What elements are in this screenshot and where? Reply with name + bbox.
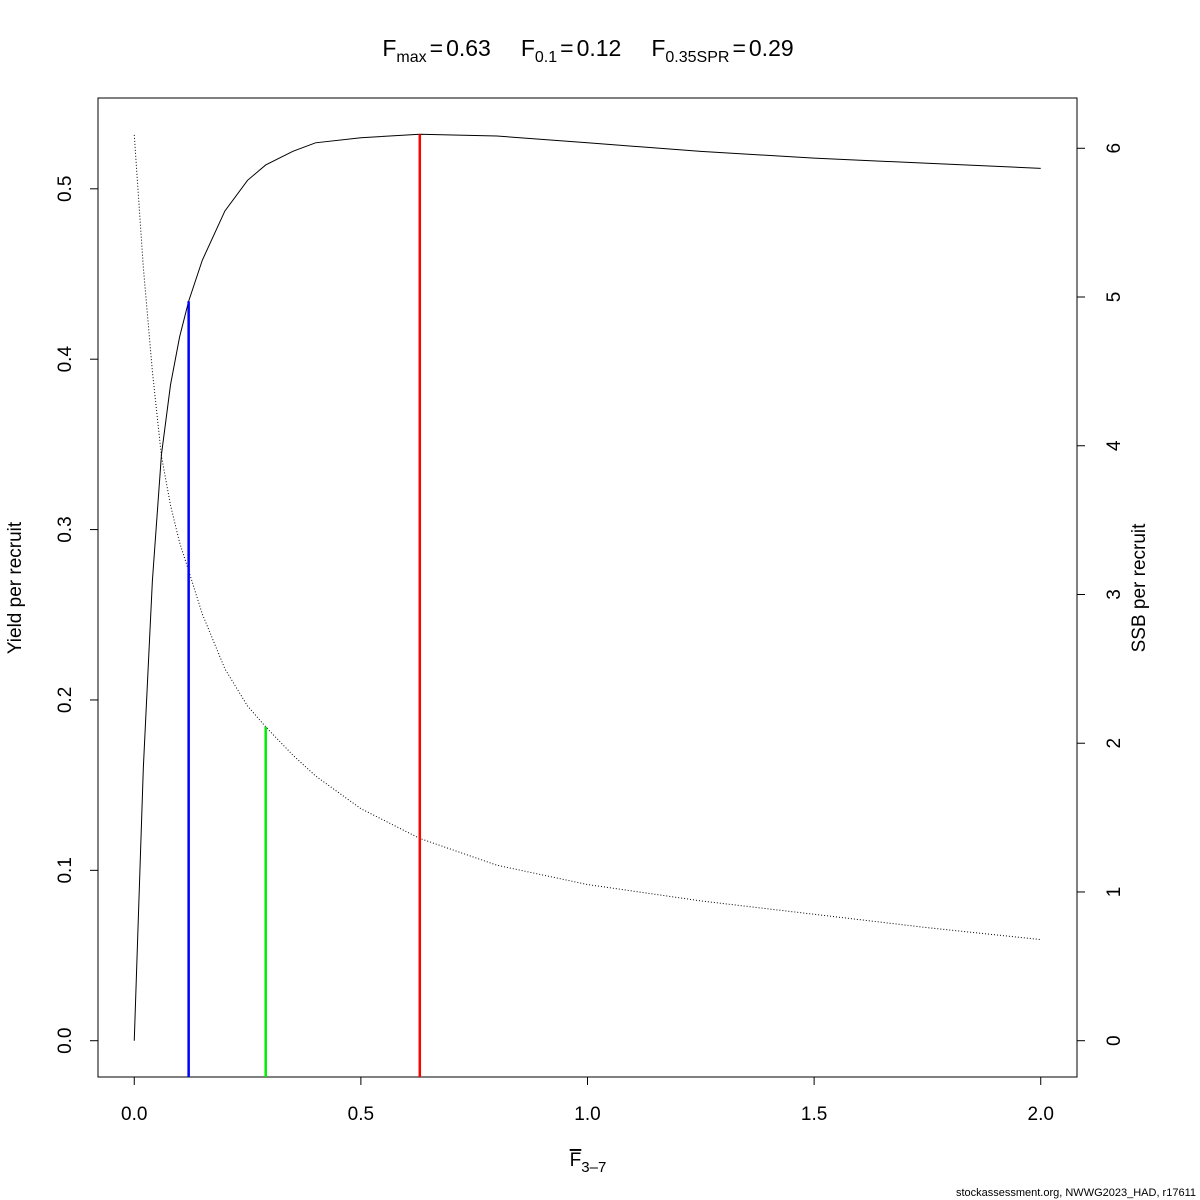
footnote: stockassessment.org, NWWG2023_HAD, r1761…: [956, 1187, 1196, 1199]
chart-title: Fmax = 0.63 F0.1 = 0.12 F0.35SPR = 0.29: [382, 35, 793, 66]
y-tick-label: 0.2: [55, 687, 76, 713]
x-tick-label: 1.5: [801, 1104, 827, 1125]
y2-tick-label: 0: [1104, 1035, 1125, 1046]
plot-frame: [97, 97, 1078, 1078]
y2-tick-label: 4: [1104, 440, 1125, 451]
y-tick-label: 0.1: [55, 857, 76, 883]
title-symbol: F: [382, 35, 396, 61]
x-tick-label: 1.0: [574, 1104, 600, 1125]
y-tick-label: 0.3: [55, 516, 76, 542]
y-tick-label: 0.5: [55, 176, 76, 202]
y2-tick-label: 6: [1104, 143, 1125, 154]
y-axis-title: Yield per recruit: [5, 521, 26, 654]
y2-tick-label: 1: [1104, 887, 1125, 898]
y2-axis-title: SSB per recruit: [1129, 523, 1150, 653]
title-subscript: 0.35SPR: [665, 49, 729, 66]
title-operator: =: [732, 35, 745, 61]
x-tick-label: 0.0: [121, 1104, 147, 1125]
x-axis-subscript: 3–7: [581, 1159, 606, 1176]
title-value: 0.12: [577, 35, 622, 61]
title-subscript: 0.1: [535, 49, 557, 66]
x-tick-label: 2.0: [1028, 1104, 1054, 1125]
title-symbol: F: [651, 35, 665, 61]
title-value: 0.29: [749, 35, 794, 61]
title-operator: =: [430, 35, 443, 61]
series-line: [133, 133, 1041, 1041]
x-axis-title: F3–7: [570, 1150, 607, 1176]
y-tick-label: 0.4: [55, 346, 76, 373]
y2-tick-label: 5: [1104, 292, 1125, 303]
title-operator: =: [560, 35, 573, 61]
title-value: 0.63: [446, 35, 491, 61]
series-line: [133, 134, 1041, 941]
x-axis-symbol: F: [570, 1150, 582, 1171]
y2-tick-label: 2: [1104, 738, 1125, 749]
y2-tick-label: 3: [1104, 589, 1125, 600]
title-subscript: max: [396, 49, 426, 66]
title-symbol: F: [521, 35, 535, 61]
x-tick-label: 0.5: [348, 1104, 374, 1125]
y-tick-label: 0.0: [55, 1027, 76, 1053]
